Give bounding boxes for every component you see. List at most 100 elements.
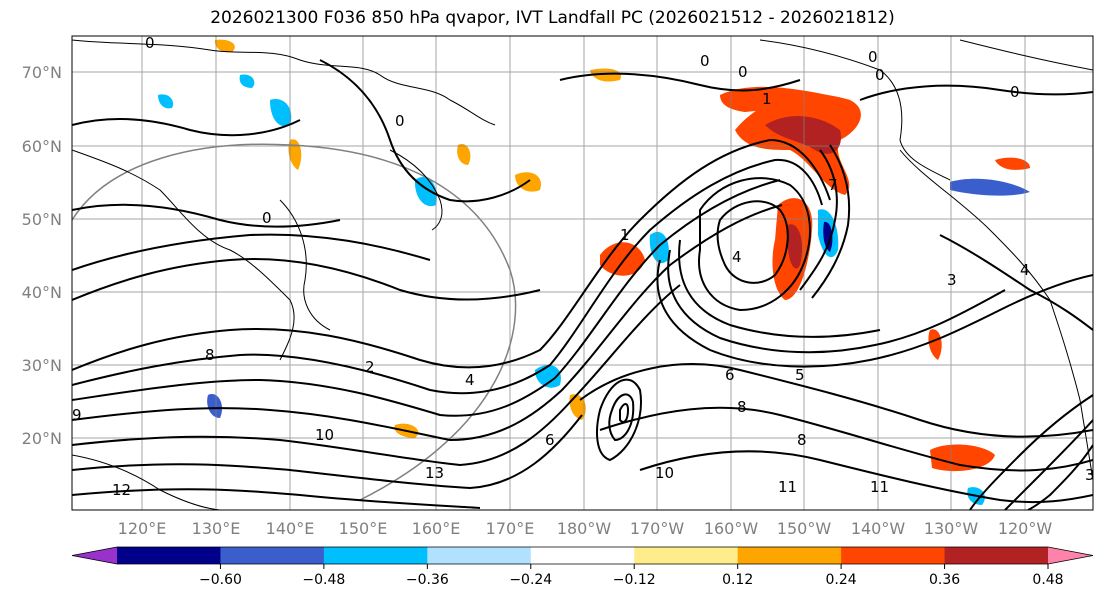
negative-anomaly-siberia-2 [158,94,174,109]
coastlines [72,39,1093,510]
negative-anomaly-coast [950,178,1030,196]
contour-label: 0 [395,112,405,130]
contour-line [72,179,781,417]
contour-label: 10 [655,464,674,482]
contour-line [1004,419,1093,510]
colorbar-extend-low [72,547,117,564]
colorbar-tick-label: 0.24 [826,572,857,588]
positive-anomaly-subtropical-2 [569,394,586,420]
contour-label: 9 [72,406,82,424]
contour-label: 11 [870,478,889,496]
positive-anomaly-midpacific [600,242,645,276]
contour-line [1027,444,1093,510]
positive-anomaly-arctic [995,157,1030,170]
contour-line [72,158,823,395]
contour-line [72,204,783,442]
ivt-contours [72,59,1093,510]
lon-label: 150°E [339,519,388,538]
positive-anomaly-sc [928,329,942,360]
lat-label: 20°N [22,429,62,448]
contour-line [72,233,431,271]
colorbar-tick-label: −0.48 [302,572,345,588]
colorbar-tick-label: −0.12 [613,572,656,588]
contour-line [72,258,541,301]
contour-label: 8 [737,398,747,416]
contour-label: 8 [205,346,215,364]
map-frame [71,35,1094,511]
contour-line [559,72,801,92]
positive-anomaly-alaska-core [765,115,841,154]
contour-label: 4 [465,371,475,389]
contour-line [811,144,851,299]
contour-line [678,239,881,338]
lat-label: 70°N [22,63,62,82]
positive-anomaly-kamchatka [457,144,471,165]
contour-label: 0 [1010,83,1020,101]
contour-line [72,488,481,509]
projection-outline [72,143,517,501]
colorbar-tick-label: 0.12 [722,572,753,588]
contour-line [72,414,583,490]
map-area: 0 0 0 0 0 0 0 0 1 1 2 3 3 4 4 4 5 6 6 7 … [72,36,1093,510]
contour-label: 0 [875,66,885,84]
contour-line [859,84,1093,101]
positive-anomaly-arctic-2 [214,39,235,53]
lat-label: 60°N [22,137,62,156]
contour-line [939,234,1093,331]
lon-label: 140°E [266,519,315,538]
contour-label: 10 [315,426,334,444]
contour-line [72,117,301,137]
contour-label: 0 [262,209,272,227]
latitude-labels: 70°N 60°N 50°N 40°N 30°N 20°N [22,63,62,448]
colorbar-tick-label: −0.60 [199,572,242,588]
graticule [72,36,1093,510]
map-title: 2026021300 F036 850 hPa qvapor, IVT Land… [210,8,895,28]
colorbar-outline [71,546,1094,565]
positive-anomaly-east-pacific-core [788,224,803,269]
contour-label: 0 [738,63,748,81]
contour-line [716,200,789,284]
negative-anomaly-siberia [270,99,292,127]
colorbar-segment [427,547,532,564]
lon-label: 120°W [998,519,1053,538]
contour-line [72,138,831,371]
colorbar-tick-label: −0.36 [406,572,449,588]
contour-label: 4 [732,248,742,266]
negative-anomaly-midpacific [649,231,669,264]
contour-label: 11 [778,478,797,496]
longitude-labels: 120°E 130°E 140°E 150°E 160°E 170°E 180°… [118,519,1053,538]
contour-label: 13 [425,464,444,482]
colorbar-tick-label: −0.24 [509,572,552,588]
contour-line [608,393,635,442]
colorbar-segment [944,547,1049,564]
lon-label: 170°W [630,519,685,538]
contour-label: 7 [828,176,838,194]
anomaly-fills [158,39,1030,505]
lat-label: 40°N [22,283,62,302]
colorbar-segment [737,547,842,564]
lat-label: 30°N [22,356,62,375]
lon-label: 120°E [118,519,167,538]
contour-label: 5 [795,366,805,384]
colorbar-tick-label: 0.36 [929,572,960,588]
contour-label: 3 [947,271,957,289]
contour-label: 0 [700,52,710,70]
contour-line [619,403,630,423]
positive-anomaly-subtropical [930,444,995,472]
colorbar-segment [841,547,946,564]
lon-label: 180°W [557,519,612,538]
colorbar-tick-label: 0.48 [1032,572,1063,588]
colorbar: −0.60 −0.48 −0.36 −0.24 −0.12 0.12 0.24 0.36 0.4… [71,546,1094,588]
contour-line [579,363,1093,438]
contour-line [72,284,681,467]
contour-line [596,378,642,462]
colorbar-segment [634,547,739,564]
contour-label: 6 [545,431,555,449]
negative-anomaly-arctic-2 [239,74,255,88]
contour-labels: 0 0 0 0 0 0 0 0 1 1 2 3 3 4 4 4 5 6 6 7 … [72,36,1093,499]
contour-label: 6 [725,366,735,384]
lon-label: 160°E [412,519,461,538]
contour-line [656,259,1093,368]
contour-line [72,203,341,228]
